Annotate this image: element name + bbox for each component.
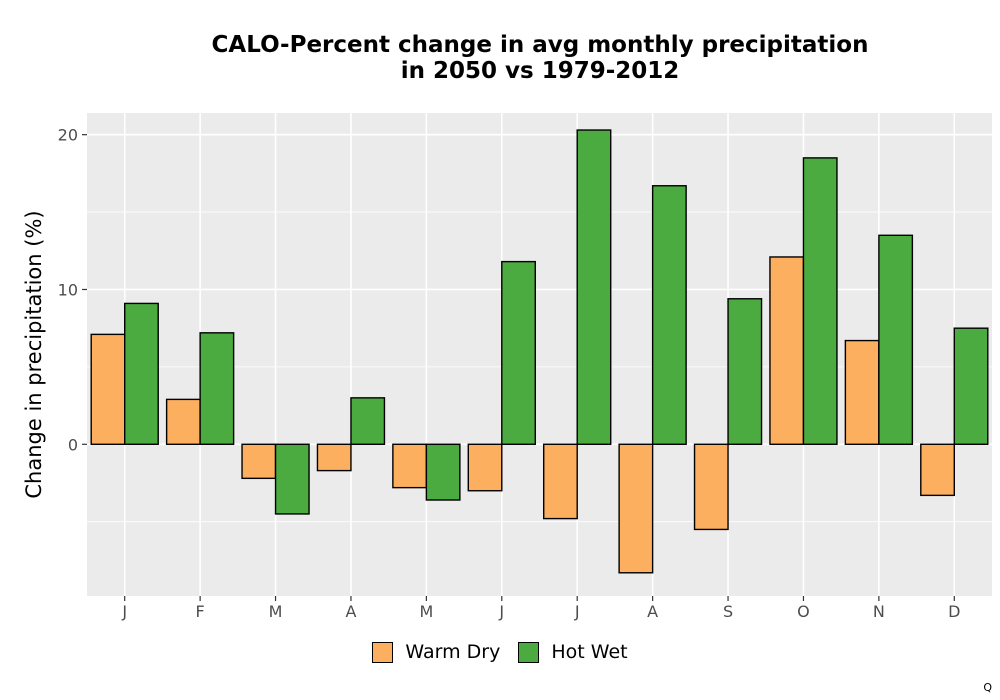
legend-label-warm-dry: Warm Dry [405, 641, 501, 663]
bar-warm-dry [467, 443, 503, 492]
y-axis-label: Change in precipitation (%) [22, 210, 46, 498]
y-tick-label: 0 [68, 435, 78, 454]
bar-warm-dry [543, 443, 578, 520]
bar-warm-dry [316, 443, 352, 472]
plot-panel [87, 113, 992, 596]
y-tick-label: 10 [58, 280, 78, 299]
x-tick-label: M [269, 602, 283, 621]
bar-hot-wet [576, 129, 612, 445]
legend-swatch-warm-dry [372, 641, 394, 663]
bar-hot-wet [953, 327, 989, 445]
x-tick-label: J [121, 602, 127, 621]
bar-warm-dry [844, 339, 880, 445]
bar-warm-dry [90, 333, 126, 445]
x-tick-label: O [797, 602, 810, 621]
bar-hot-wet [425, 443, 461, 501]
chart-title: CALO-Percent change in avg monthly preci… [90, 32, 990, 84]
chart-title-line-1: CALO-Percent change in avg monthly preci… [211, 32, 869, 58]
legend-item-hot-wet: Hot Wet [518, 641, 628, 663]
x-tick-label: J [574, 602, 580, 621]
x-tick-label: N [873, 602, 885, 621]
bar-warm-dry [618, 443, 654, 574]
chart-title-line-2: in 2050 vs 1979-2012 [400, 58, 680, 84]
bar-hot-wet [802, 157, 838, 445]
bar-hot-wet [274, 443, 310, 515]
x-tick-label: A [647, 602, 658, 621]
bar-warm-dry [392, 443, 428, 489]
bar-hot-wet [199, 332, 235, 445]
corner-mark: Q [983, 681, 992, 694]
legend-swatch-hot-wet [518, 641, 540, 663]
x-tick-label: M [419, 602, 433, 621]
bar-hot-wet [651, 185, 687, 445]
bar-hot-wet [124, 302, 159, 445]
bar-warm-dry [165, 398, 201, 445]
x-tick-label: J [498, 602, 504, 621]
bar-hot-wet [878, 234, 914, 445]
bar-warm-dry [769, 256, 805, 445]
x-tick-label: S [723, 602, 733, 621]
bar-hot-wet [350, 397, 386, 445]
legend: Warm Dry Hot Wet [0, 641, 1000, 668]
x-tick-label: F [196, 602, 205, 621]
bar-warm-dry [920, 443, 955, 497]
bar-hot-wet [727, 298, 763, 445]
bar-hot-wet [501, 260, 536, 445]
bar-warm-dry [241, 443, 277, 480]
legend-item-warm-dry: Warm Dry [372, 641, 500, 663]
x-tick-label: D [948, 602, 960, 621]
legend-label-hot-wet: Hot Wet [551, 641, 628, 663]
x-tick-label: A [345, 602, 356, 621]
bar-warm-dry [693, 443, 729, 531]
y-tick-label: 20 [58, 126, 78, 145]
